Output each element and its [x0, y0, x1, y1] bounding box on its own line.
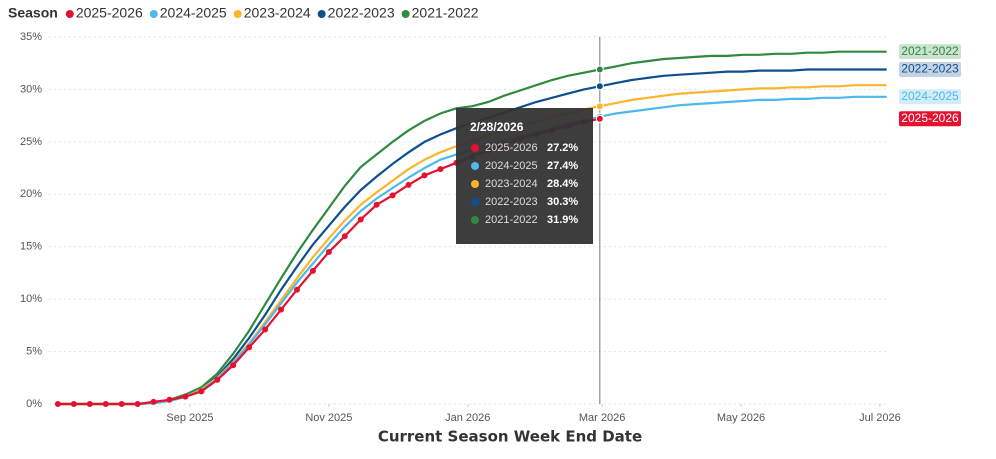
y-tick-label: 35%	[20, 31, 42, 43]
data-point	[86, 401, 93, 407]
legend-label: 2023-2024	[244, 5, 311, 21]
legend-marker	[233, 10, 242, 18]
data-point	[405, 181, 412, 188]
data-point	[293, 286, 300, 293]
x-tick-label: Sep 2025	[166, 412, 213, 424]
y-tick-label: 0%	[26, 398, 42, 410]
data-point	[341, 233, 348, 240]
hover-point	[595, 114, 604, 123]
legend-label: 2021-2022	[412, 5, 479, 21]
tooltip-name: 2023-2024	[485, 178, 538, 190]
x-tick-label: Nov 2025	[305, 412, 352, 424]
tooltip-marker	[471, 162, 479, 170]
end-label-text: 2024-2025	[901, 89, 959, 103]
x-tick-label: Mar 2026	[579, 412, 625, 424]
data-point	[150, 398, 157, 405]
y-tick-label: 15%	[20, 241, 42, 253]
data-point	[54, 401, 61, 407]
x-tick-label: May 2026	[717, 412, 765, 424]
tooltip-marker	[471, 216, 479, 224]
y-tick-label: 5%	[26, 345, 42, 357]
tooltip-name: 2025-2026	[485, 142, 538, 154]
legend-marker	[317, 10, 326, 18]
data-point	[182, 393, 189, 400]
data-point	[437, 166, 444, 173]
tooltip-value: 27.4%	[547, 160, 578, 172]
hover-point	[595, 65, 604, 74]
tooltip-value: 28.4%	[547, 178, 578, 190]
tooltip-value: 27.2%	[547, 142, 578, 154]
end-label-bg	[899, 62, 961, 78]
legend-marker	[149, 10, 158, 18]
hover-point	[595, 102, 604, 111]
end-label-text: 2025-2026	[901, 111, 959, 125]
tooltip-name: 2022-2023	[485, 196, 538, 208]
y-tick-label: 20%	[20, 188, 42, 200]
data-point	[373, 201, 380, 208]
tooltip-value: 31.9%	[547, 214, 578, 226]
end-label-bg	[899, 89, 961, 105]
tooltip-marker	[471, 198, 479, 206]
data-point	[246, 344, 253, 351]
legend-title: Season	[8, 5, 58, 21]
legend-label: 2024-2025	[160, 5, 227, 21]
tooltip-value: 30.3%	[547, 196, 578, 208]
data-point	[278, 306, 285, 313]
tooltip-name: 2021-2022	[485, 214, 538, 226]
data-point	[421, 172, 428, 179]
y-tick-label: 25%	[20, 136, 42, 148]
data-point	[102, 401, 109, 407]
data-point	[118, 401, 125, 407]
end-label-text: 2021-2022	[901, 44, 959, 58]
hover-point	[595, 82, 604, 91]
end-label: 2022-2023	[899, 62, 961, 78]
data-point	[325, 248, 332, 255]
data-point	[357, 216, 364, 223]
legend-label: 2025-2026	[76, 5, 143, 21]
data-point	[70, 401, 77, 407]
end-label: 2021-2022	[899, 44, 961, 60]
y-tick-label: 10%	[20, 293, 42, 305]
data-point	[309, 267, 316, 274]
data-point	[134, 401, 141, 407]
legend-marker	[401, 10, 410, 18]
x-tick-label: Jan 2026	[445, 412, 490, 424]
data-point	[214, 376, 221, 383]
legend-marker	[65, 10, 74, 18]
tooltip-marker	[471, 180, 479, 188]
end-label-bg	[899, 111, 961, 127]
series-line	[57, 50, 887, 406]
tooltip-date: 2/28/2026	[470, 120, 524, 134]
y-tick-label: 30%	[20, 83, 42, 95]
tooltip-bg	[456, 108, 593, 244]
end-label: 2025-2026	[899, 111, 961, 127]
end-label-bg	[899, 44, 961, 60]
data-point	[230, 362, 237, 369]
data-point	[166, 396, 173, 403]
x-tick-label: Jul 2026	[859, 412, 901, 424]
tooltip-name: 2024-2025	[485, 160, 538, 172]
legend-label: 2022-2023	[328, 5, 395, 21]
data-point	[389, 192, 396, 199]
data-point	[198, 388, 205, 395]
end-label: 2024-2025	[899, 89, 961, 105]
x-axis-title: Current Season Week End Date	[378, 428, 642, 446]
data-point	[262, 326, 269, 333]
tooltip: 2/28/2026 2025-2026 27.2% 2024-2025 27.4% 202…	[456, 108, 593, 244]
tooltip-marker	[471, 144, 479, 152]
end-label-text: 2022-2023	[901, 62, 959, 76]
